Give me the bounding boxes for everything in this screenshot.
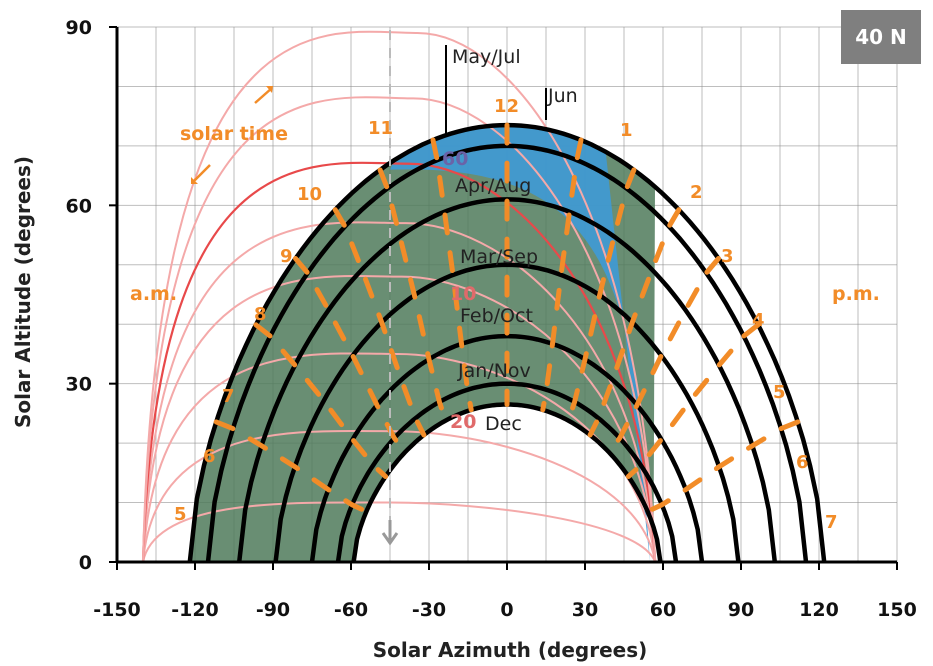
hour-label: 10 [297,184,322,205]
hour-label: 11 [368,118,393,139]
x-tick-label: -120 [171,599,219,621]
hour-label: 9 [280,246,293,267]
pm-label: p.m. [832,283,880,305]
hour-label: 5 [174,504,187,525]
hour-line [332,207,427,438]
y-axis-title: Solar Altitude (degrees) [11,156,35,428]
sky-arc [142,30,657,563]
y-tick-label: 0 [79,552,92,574]
hour-line [606,256,721,456]
date-path-label: Mar/Sep [460,246,538,268]
hour-line [645,419,801,514]
y-tick-label: 30 [66,374,92,396]
latitude-badge: 40 N [841,10,921,64]
hour-line [253,322,389,479]
solar-time-arrow-up [254,87,273,104]
hour-label: 4 [752,310,765,331]
sky-arc [142,275,657,563]
sky-arc [141,161,657,563]
labels: -150 -120 -90 -60 -30 0 30 60 90 120 1500306090Jun… [66,17,917,621]
hour-line [587,207,682,438]
solar-time-arrowhead-down [191,177,198,184]
hour-label: 7 [825,512,838,533]
x-tick-label: -90 [256,599,290,621]
hour-label: 6 [203,446,216,467]
hour-label: 1 [620,120,633,141]
x-tick-label: -60 [334,599,368,621]
inner-label: 20 [450,411,476,433]
date-path-label: Apr/Aug [455,175,531,197]
hour-label: 12 [494,96,519,117]
hour-line [293,256,408,456]
am-label: a.m. [130,283,177,305]
hour-marks [213,122,801,514]
date-path-label: May/Jul [452,46,521,68]
x-tick-label: 30 [572,599,598,621]
y-tick-label: 60 [66,195,92,217]
shaded-region [189,125,656,562]
sky-arc [142,96,657,563]
y-tick-label: 90 [66,17,92,39]
hour-label: 7 [222,386,235,407]
hour-line [213,419,369,514]
sky-arc [142,221,657,563]
x-axis-title: Solar Azimuth (degrees) [373,638,648,662]
solar-time-arrowhead-up [266,86,273,93]
x-tick-label: 90 [728,599,754,621]
hour-label: 3 [721,246,734,267]
hour-line [377,167,449,424]
date-path-label: Feb/Oct [460,305,533,327]
x-tick-label: 150 [877,599,917,621]
obstruction-arcs [141,30,657,563]
date-path-label: Jan/Nov [457,360,531,382]
x-tick-label: 60 [650,599,676,621]
down-arrow-icon [381,520,399,546]
inner-label: 60 [442,148,468,170]
x-tick-label: -150 [93,599,141,621]
x-tick-label: -30 [412,599,446,621]
date-path-label: Dec [485,413,522,435]
blue-region [390,125,650,562]
hour-label: 2 [690,182,703,203]
axes [109,26,898,570]
x-tick-label: 120 [799,599,839,621]
sky-arc [142,429,657,563]
hour-label: 8 [254,304,267,325]
x-tick-label: 0 [500,599,513,621]
solar-time-arrow-down [192,164,211,183]
hour-label: 6 [796,452,809,473]
solar-time-label: solar time [180,123,288,145]
shaded-regions [189,125,656,562]
hour-line [625,322,761,479]
hour-line [565,167,637,424]
date-path-label: Jun [547,85,578,107]
hour-label: 5 [773,382,786,403]
inner-label: 10 [450,283,476,305]
